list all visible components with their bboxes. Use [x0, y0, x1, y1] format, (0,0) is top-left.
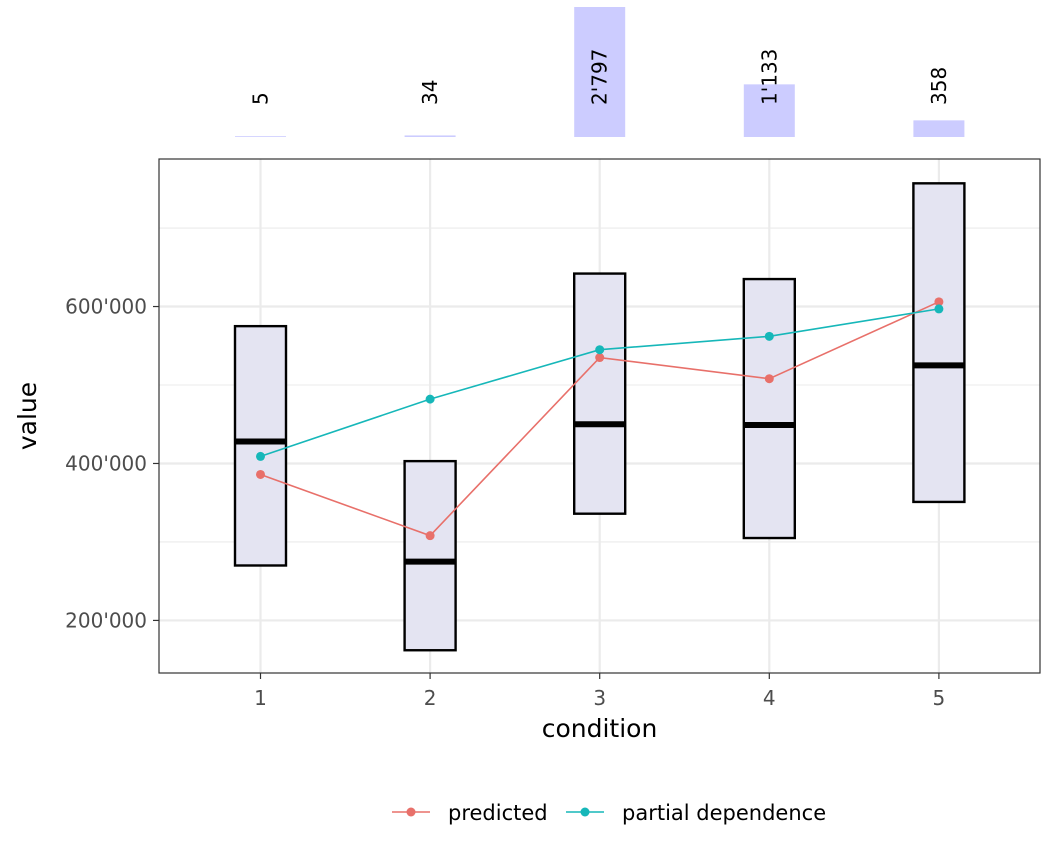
box-4 — [742, 277, 796, 540]
count-label: 1'133 — [757, 49, 781, 105]
box-5 — [912, 182, 966, 504]
count-bar — [743, 84, 795, 137]
point-predicted — [764, 374, 774, 384]
y-tick-label: 200'000 — [65, 608, 147, 632]
point-partial-dependence — [425, 394, 435, 404]
count-label: 34 — [418, 80, 442, 105]
series-lines — [256, 297, 944, 541]
count-labels: 5 34 2'797 1'133 358 — [249, 49, 951, 105]
count-label: 2'797 — [588, 49, 612, 105]
legend-label-partial-dependence: partial dependence — [622, 801, 826, 825]
box-2 — [403, 459, 457, 652]
count-bar — [913, 120, 965, 137]
point-predicted — [425, 531, 435, 541]
point-partial-dependence — [934, 304, 944, 314]
x-axis-title: condition — [542, 714, 658, 743]
count-label: 358 — [927, 67, 951, 105]
y-tick-label: 600'000 — [65, 295, 147, 319]
legend-key-point-partial-dependence — [580, 807, 590, 817]
x-tick-label: 2 — [424, 686, 437, 710]
legend-key-point-predicted — [406, 807, 416, 817]
point-predicted — [595, 353, 605, 363]
x-tick-label: 4 — [763, 686, 776, 710]
y-axis-title: value — [13, 382, 42, 450]
point-partial-dependence — [764, 331, 774, 341]
count-bars — [235, 7, 965, 137]
count-bar — [574, 7, 626, 137]
count-bar — [235, 136, 286, 137]
x-tick-label: 5 — [933, 686, 946, 710]
boxes — [233, 182, 966, 652]
point-partial-dependence — [595, 345, 605, 355]
point-partial-dependence — [256, 451, 265, 461]
box-1 — [233, 324, 288, 567]
x-tick-label: 1 — [254, 686, 267, 710]
y-axis: 200'000 400'000 600'000 — [65, 295, 159, 632]
x-tick-label: 3 — [593, 686, 606, 710]
x-axis: 1 2 3 4 5 — [254, 673, 945, 710]
legend: predicted partial dependence — [392, 801, 826, 825]
y-tick-label: 400'000 — [65, 451, 147, 475]
legend-label-predicted: predicted — [448, 801, 548, 825]
count-bar — [404, 135, 456, 137]
point-predicted — [934, 297, 944, 307]
count-label: 5 — [249, 92, 273, 105]
box-3 — [573, 272, 627, 515]
point-predicted — [256, 469, 265, 479]
